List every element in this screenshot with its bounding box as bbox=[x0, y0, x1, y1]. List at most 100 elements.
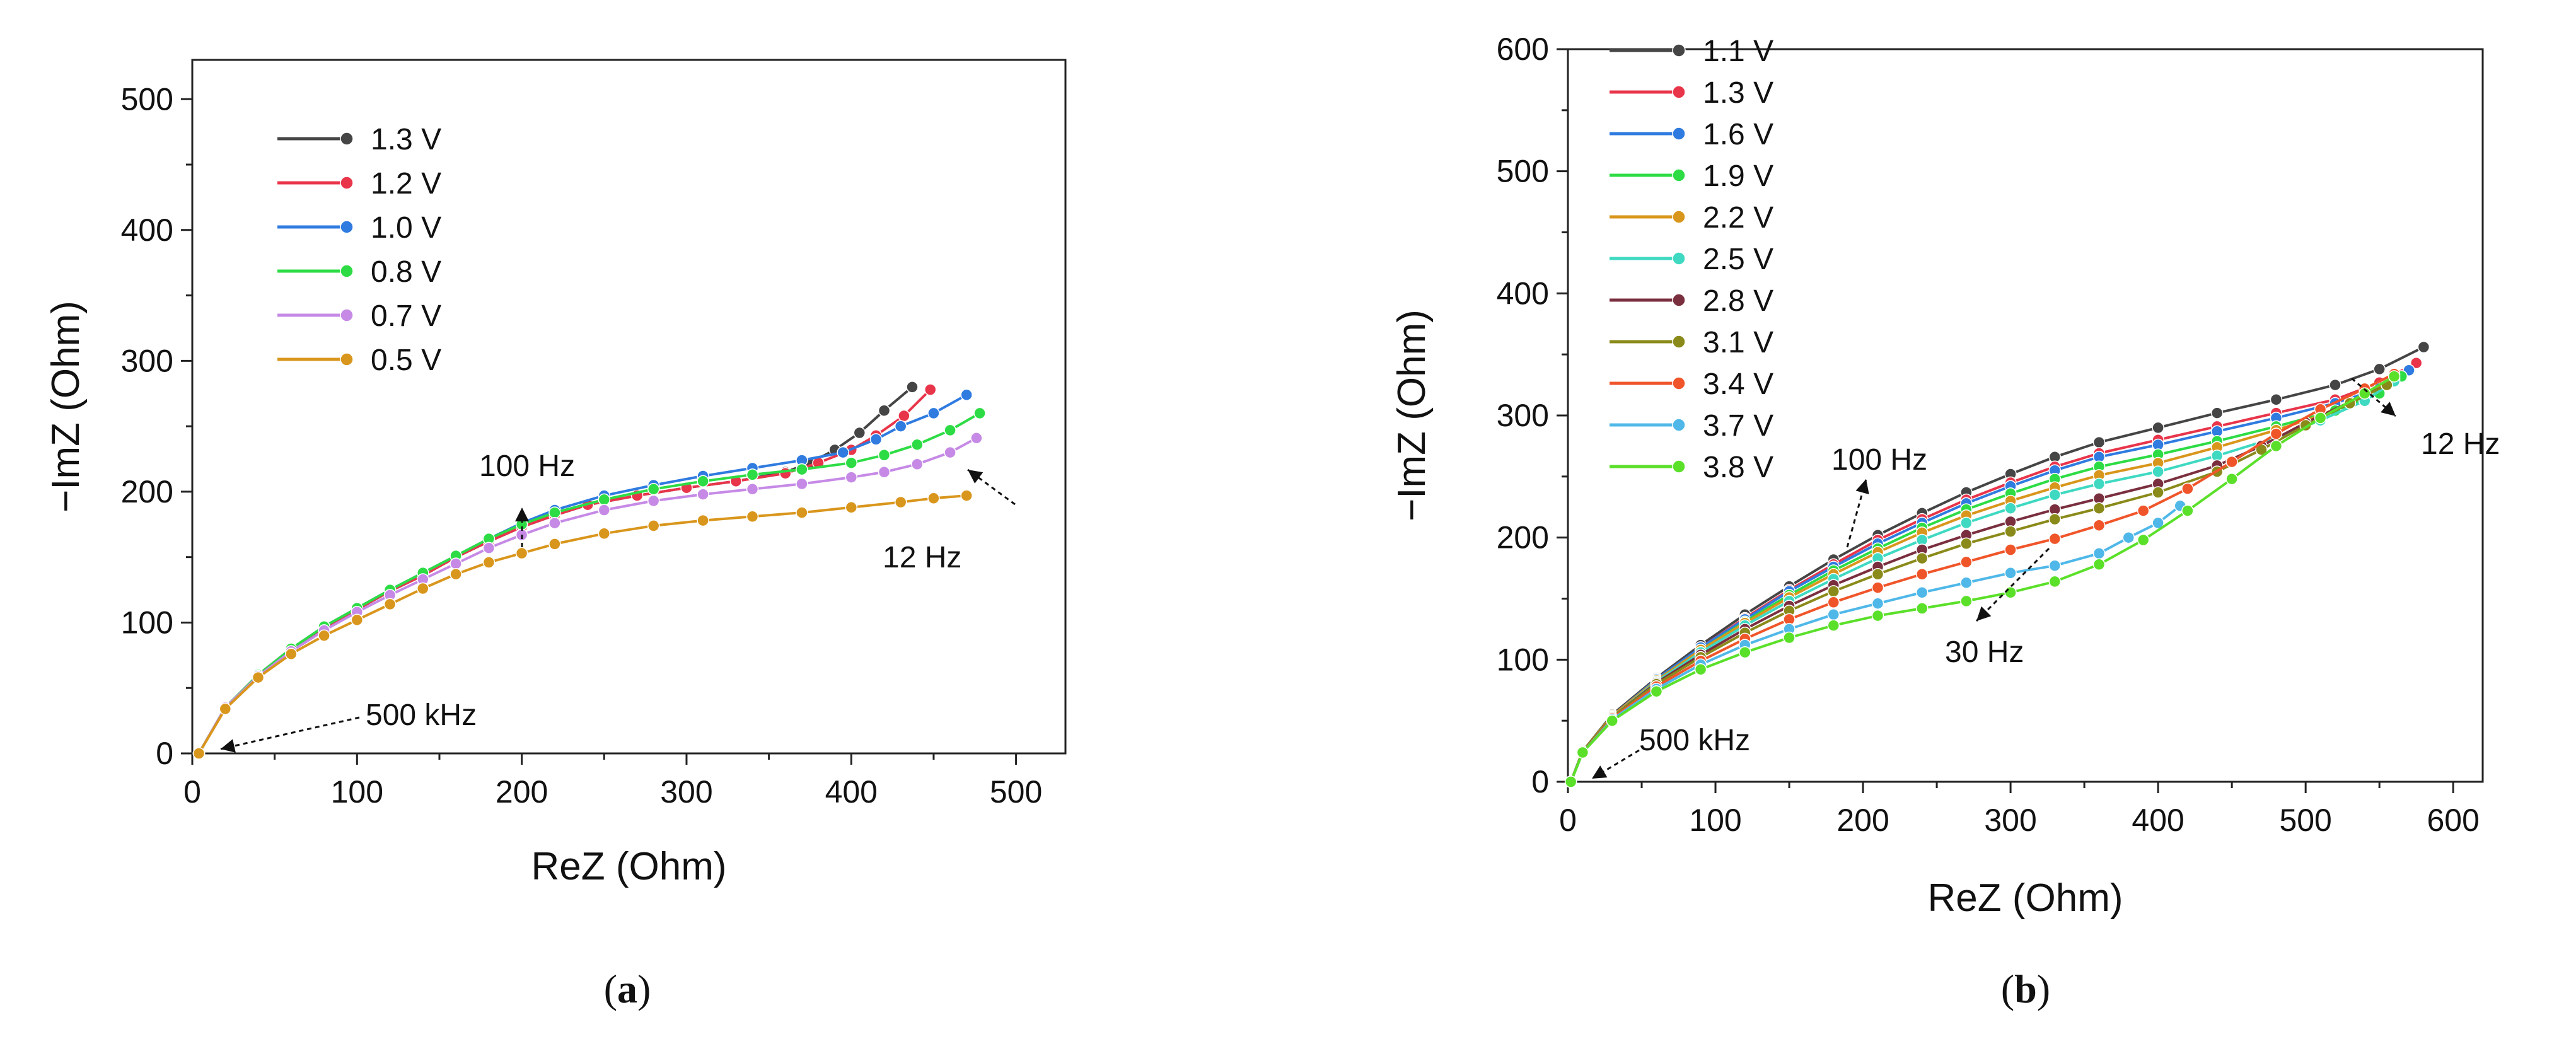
chart-a-ytick-label: 100 bbox=[121, 605, 173, 640]
chart-a-data-point bbox=[219, 702, 232, 716]
chart-a-legend-label: 1.0 V bbox=[371, 211, 441, 245]
chart-a-legend-item: 0.5 V bbox=[277, 344, 441, 377]
chart-b-data-point bbox=[2270, 427, 2283, 440]
chart-b-data-point bbox=[2358, 387, 2371, 400]
chart-a-data-point bbox=[878, 449, 891, 461]
chart-a-data-point bbox=[796, 506, 808, 519]
chart-a-xtick-label: 0 bbox=[183, 774, 201, 810]
chart-b-annotation-arrowhead bbox=[1592, 765, 1608, 779]
chart-a-data-point bbox=[192, 747, 206, 760]
chart-a-legend-swatch-marker bbox=[340, 132, 354, 146]
chart-b-panel-label-close: ) bbox=[2037, 966, 2050, 1011]
chart-b-legend-item: 2.2 V bbox=[1610, 201, 1773, 235]
chart-a-data-point bbox=[548, 506, 561, 519]
chart-b-data-point bbox=[2210, 407, 2224, 419]
chart-b-data-point bbox=[1960, 576, 1973, 589]
chart-a-data-point bbox=[973, 407, 986, 420]
chart-b-legend-swatch-marker bbox=[1672, 168, 1686, 182]
chart-b-data-point bbox=[1650, 685, 1663, 698]
chart-b-ytick-label: 300 bbox=[1497, 398, 1549, 433]
chart-a-annotation-label: 500 kHz bbox=[366, 699, 477, 732]
chart-b-data-point bbox=[2092, 502, 2106, 514]
chart-b-legend-swatch-marker bbox=[1672, 44, 1686, 57]
chart-a-data-point bbox=[746, 468, 759, 481]
chart-b-data-point bbox=[2152, 516, 2164, 530]
chart-b-data-point bbox=[2122, 531, 2135, 544]
chart-a-data-point bbox=[450, 567, 462, 581]
chart-b-data-point bbox=[1606, 714, 1618, 727]
chart-b-legend: 1.1 V 1.3 V 1.6 V 1.9 V 2.2 V 2.5 V 2.8 V 3.1 V… bbox=[1610, 35, 1773, 484]
chart-a-legend-swatch-marker bbox=[340, 220, 354, 234]
chart-b-annotation-label: 30 Hz bbox=[1945, 636, 2024, 669]
chart-a-data-point bbox=[285, 647, 298, 661]
chart-a-data-point bbox=[927, 492, 940, 505]
chart-b-data-point bbox=[2329, 378, 2341, 392]
chart-b-legend-label: 2.2 V bbox=[1703, 201, 1773, 235]
chart-b-data-point bbox=[1871, 568, 1884, 581]
chart-a-legend-item: 0.8 V bbox=[277, 255, 441, 289]
chart-b-data-point bbox=[2048, 489, 2062, 501]
chart-a-annotation-arrowhead bbox=[515, 508, 529, 521]
chart-a-data-point bbox=[927, 407, 940, 420]
chart-b-annotation-label: 500 kHz bbox=[1639, 724, 1750, 757]
chart-b-ytick-label: 600 bbox=[1497, 32, 1549, 67]
chart-a-data-point bbox=[351, 613, 364, 627]
chart-b-xlabel: ReZ (Ohm) bbox=[1928, 876, 2123, 920]
chart-a-annotation: 12 Hz bbox=[883, 468, 1016, 574]
chart-b-data-point bbox=[1564, 775, 1577, 788]
chart-b-legend-label: 1.3 V bbox=[1703, 76, 1773, 110]
chart-a-legend-label: 1.2 V bbox=[371, 167, 441, 200]
chart-b-data-point bbox=[2270, 393, 2283, 406]
chart-a-panel-label-close: ) bbox=[637, 966, 651, 1011]
chart-b-panel-label: (b) bbox=[2001, 966, 2050, 1011]
chart-a-data-point bbox=[796, 477, 808, 490]
chart-a-annotation-arrowhead bbox=[221, 739, 236, 753]
chart-a-data-point bbox=[796, 463, 808, 476]
chart-b-xtick-label: 0 bbox=[1559, 803, 1577, 838]
chart-b-legend-label: 3.7 V bbox=[1703, 409, 1773, 443]
chart-a-data-point bbox=[697, 514, 709, 527]
chart-b-xtick-label: 600 bbox=[2427, 803, 2479, 838]
chart-b-data-point bbox=[1694, 663, 1707, 676]
chart-a-data-point bbox=[845, 471, 858, 484]
chart-b-annotation: 100 Hz bbox=[1831, 443, 1927, 548]
chart-b-ytick-label: 200 bbox=[1497, 520, 1549, 555]
chart-b-legend-item: 2.8 V bbox=[1610, 284, 1773, 318]
chart-a-panel-label-open: ( bbox=[604, 966, 617, 1011]
chart-a-series-line bbox=[197, 437, 977, 754]
chart-b-xtick-label: 400 bbox=[2132, 803, 2184, 838]
chart-a-plot-frame bbox=[191, 59, 1067, 755]
chart-b-legend-label: 3.4 V bbox=[1703, 368, 1773, 401]
chart-a-xtick-label: 100 bbox=[331, 774, 383, 810]
chart-a-data-point bbox=[878, 466, 891, 479]
chart-a-data-point bbox=[252, 671, 265, 684]
chart-b-legend-item: 1.9 V bbox=[1610, 160, 1773, 193]
chart-a-ticks: 0 100 200 300 400 500 0 100 200 300 400 500 bbox=[121, 81, 1043, 810]
chart-b-legend-label: 1.9 V bbox=[1703, 160, 1773, 193]
chart-a-xlabel: ReZ (Ohm) bbox=[531, 845, 727, 888]
chart-b-legend-swatch-marker bbox=[1672, 376, 1686, 390]
chart-a-data-point bbox=[960, 489, 973, 502]
chart-b-data-point bbox=[2152, 421, 2164, 434]
chart-a-data-point bbox=[598, 504, 611, 516]
chart-b-panel-letter: b bbox=[2014, 966, 2037, 1011]
chart-a-xtick-label: 500 bbox=[990, 774, 1042, 810]
chart-b-annotation-arrowhead bbox=[1855, 479, 1869, 495]
chart-a-data-point bbox=[697, 488, 709, 501]
chart-a-data-point bbox=[894, 420, 907, 432]
chart-b-annotation-arrowhead bbox=[1976, 606, 1992, 621]
chart-b-legend-label: 2.5 V bbox=[1703, 243, 1773, 276]
chart-b-series-3-8-v bbox=[1564, 370, 2401, 788]
chart-b-data-point bbox=[2181, 482, 2194, 495]
chart-b-data-point bbox=[1871, 609, 1884, 622]
chart-a-legend-label: 0.5 V bbox=[371, 344, 441, 377]
chart-b-data-point bbox=[1960, 555, 1973, 569]
chart-a-data-point bbox=[970, 432, 983, 444]
chart-b-legend-item: 3.4 V bbox=[1610, 368, 1773, 401]
chart-b-xtick-label: 500 bbox=[2279, 803, 2331, 838]
chart-a-data-point bbox=[598, 493, 611, 506]
chart-a-data-point bbox=[845, 456, 858, 469]
